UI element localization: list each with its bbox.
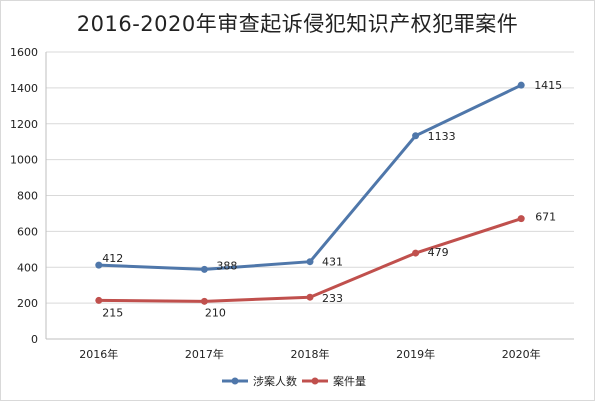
legend: 涉案人数 案件量 — [222, 374, 366, 388]
data-label: 215 — [102, 306, 123, 319]
data-label: 1415 — [534, 79, 562, 92]
data-labels: 412 388 431 1133 1415 215 210 233 479 671 — [102, 79, 562, 319]
series-group — [95, 81, 525, 305]
data-label: 412 — [102, 252, 123, 265]
data-point — [306, 258, 314, 266]
y-tick-label: 800 — [17, 190, 38, 203]
y-tick-label: 1400 — [10, 82, 38, 95]
data-point — [517, 215, 525, 223]
data-point — [412, 249, 420, 257]
x-tick-label: 2018年 — [291, 347, 330, 361]
x-tick-label: 2016年 — [79, 347, 118, 361]
data-point — [517, 81, 525, 89]
y-tick-label: 1200 — [10, 118, 38, 131]
y-tick-labels: 0 200 400 600 800 1000 1200 1400 1600 — [10, 46, 38, 346]
data-label: 1133 — [428, 130, 456, 143]
y-tick-label: 1600 — [10, 46, 38, 59]
x-tick-label: 2017年 — [185, 347, 224, 361]
y-tick-label: 200 — [17, 297, 38, 310]
data-label: 233 — [322, 292, 343, 305]
y-tick-label: 400 — [17, 261, 38, 274]
legend-marker — [231, 377, 239, 385]
data-point — [412, 132, 420, 140]
data-point — [306, 293, 314, 301]
series-line-1 — [97, 83, 523, 271]
data-label: 388 — [216, 259, 237, 272]
data-point — [200, 265, 208, 273]
data-label: 671 — [535, 211, 556, 224]
chart-title: 2016-2020年审查起诉侵犯知识产权犯罪案件 — [76, 12, 519, 36]
y-tick-label: 1000 — [10, 154, 38, 167]
y-tick-label: 0 — [31, 333, 38, 346]
data-label: 210 — [205, 306, 226, 319]
data-label: 431 — [322, 256, 343, 269]
axes — [45, 52, 574, 340]
legend-label: 案件量 — [333, 374, 366, 388]
data-point — [95, 261, 103, 269]
legend-marker — [311, 377, 319, 385]
x-tick-labels: 2016年 2017年 2018年 2019年 2020年 — [79, 347, 540, 361]
y-tick-label: 600 — [17, 225, 38, 238]
data-label: 479 — [428, 246, 449, 259]
x-tick-label: 2019年 — [396, 347, 435, 361]
legend-label: 涉案人数 — [253, 374, 297, 388]
data-point — [95, 296, 103, 304]
x-tick-label: 2020年 — [502, 347, 541, 361]
data-point — [200, 297, 208, 305]
